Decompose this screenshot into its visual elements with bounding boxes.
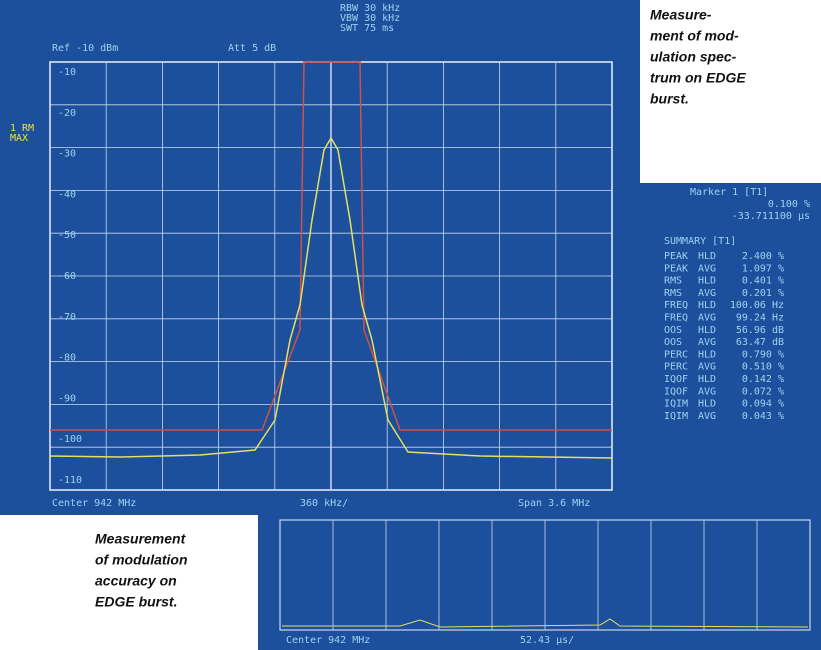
time-div: 52.43 µs/ [520, 635, 574, 646]
row-name: IQOF [664, 374, 688, 385]
header-setting: VBW 30 kHz [340, 13, 400, 24]
marker-info: -33.711100 µs [732, 211, 810, 222]
caption-box [641, 0, 821, 182]
row-name: IQIM [664, 411, 688, 422]
row-mode: AVG [698, 288, 716, 299]
row-name: RMS [664, 288, 682, 299]
caption: burst. [650, 91, 689, 107]
level-label: -40 [58, 189, 76, 200]
row-name: IQIM [664, 399, 688, 410]
header-setting: SWT 75 ms [340, 23, 394, 34]
summary-title: SUMMARY [T1] [664, 236, 736, 247]
grid [50, 62, 758, 630]
row-name: PEAK [664, 251, 688, 262]
row-name: IQOF [664, 386, 688, 397]
side-label: 1 RM [10, 123, 34, 134]
row-mode: HLD [698, 399, 716, 410]
row-value: 0.072 % [742, 386, 784, 397]
row-value: 0.790 % [742, 349, 784, 360]
row-value: 100.06 Hz [730, 300, 784, 311]
spectrum-screen [0, 0, 640, 515]
row-name: PEAK [664, 263, 688, 274]
caption: accuracy on [95, 573, 177, 589]
level-label: -100 [58, 434, 82, 445]
level-label: -90 [58, 393, 76, 404]
row-value: 0.142 % [742, 374, 784, 385]
row-value: 56.96 dB [736, 325, 784, 336]
row-mode: AVG [698, 263, 716, 274]
caption: trum on EDGE [650, 70, 746, 86]
row-value: 0.201 % [742, 288, 784, 299]
caption: of modulation [95, 552, 188, 568]
row-value: 0.094 % [742, 399, 784, 410]
row-mode: HLD [698, 374, 716, 385]
row-value: 0.510 % [742, 362, 784, 373]
row-mode: HLD [698, 325, 716, 336]
row-value: 99.24 Hz [736, 313, 784, 324]
row-name: OOS [664, 337, 682, 348]
row-mode: HLD [698, 251, 716, 262]
limit-line [50, 61, 612, 431]
level-label: -70 [58, 312, 76, 323]
row-name: PERC [664, 349, 688, 360]
center-freq: Center 942 MHz [52, 498, 136, 509]
center-freq: Center 942 MHz [286, 635, 370, 646]
spectrum-trace [49, 136, 613, 459]
caption: ulation spec- [650, 49, 737, 65]
row-mode: AVG [698, 337, 716, 348]
row-name: RMS [664, 276, 682, 287]
row-name: OOS [664, 325, 682, 336]
row-name: PERC [664, 362, 688, 373]
row-mode: AVG [698, 386, 716, 397]
header-setting: RBW 30 kHz [340, 3, 400, 14]
span: Span 3.6 MHz [518, 498, 590, 509]
row-mode: HLD [698, 276, 716, 287]
level-label: -20 [58, 108, 76, 119]
caption-box [0, 516, 257, 650]
row-name: FREQ [664, 313, 688, 324]
level-label: -30 [58, 149, 76, 160]
row-value: 63.47 dB [736, 337, 784, 348]
marker-info: Marker 1 [T1] [690, 187, 768, 198]
level-label: -80 [58, 353, 76, 364]
level-label: -50 [58, 230, 76, 241]
row-value: 0.043 % [742, 411, 784, 422]
level-label: -110 [58, 475, 82, 486]
freq-div: 360 kHz/ [300, 498, 348, 509]
side-label: MAX [10, 133, 28, 144]
marker-info: 0.100 % [768, 199, 810, 210]
caption: EDGE burst. [95, 594, 177, 610]
caption: ment of mod- [650, 28, 739, 44]
ref-level: Ref -10 dBm [52, 43, 118, 54]
row-mode: HLD [698, 349, 716, 360]
row-mode: AVG [698, 313, 716, 324]
row-value: 1.097 % [742, 263, 784, 274]
row-name: FREQ [664, 300, 688, 311]
row-mode: AVG [698, 411, 716, 422]
accuracy-trace [282, 618, 809, 628]
row-value: 2.400 % [742, 251, 784, 262]
row-mode: AVG [698, 362, 716, 373]
row-mode: HLD [698, 300, 716, 311]
caption: Measurement [95, 531, 187, 547]
level-label: -10 [58, 67, 76, 78]
caption: Measure- [650, 7, 712, 23]
level-label: -60 [58, 271, 76, 282]
row-value: 0.401 % [742, 276, 784, 287]
attenuation: Att 5 dB [228, 43, 276, 54]
